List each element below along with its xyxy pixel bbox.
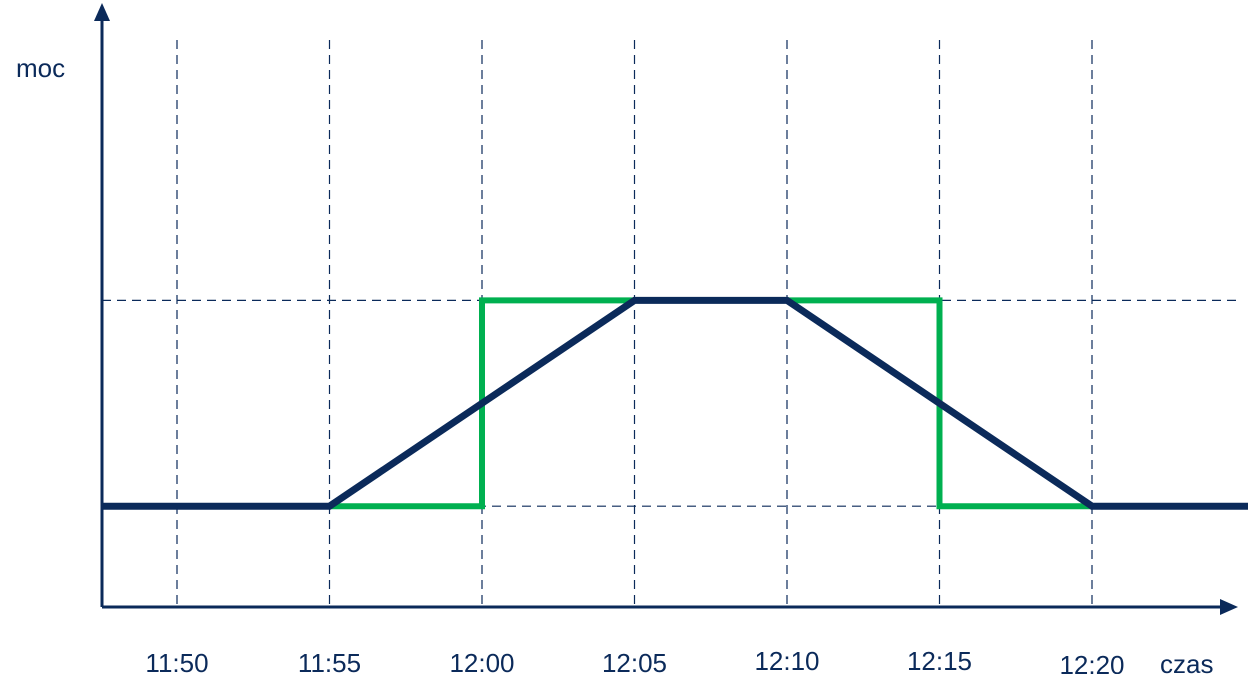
step-series-line [329,297,1092,510]
y-axis-label: moc [16,53,65,83]
y-axis-arrow [94,3,110,21]
grid-lines [102,40,1240,607]
x-axis-arrow [1220,599,1238,615]
ramp-series-line [100,296,1248,510]
x-axis-label: czas [1160,649,1213,674]
x-tick-label: 12:10 [754,646,819,674]
x-tick-labels: 11:50 11:55 12:00 12:05 12:10 12:15 12:20 [145,646,1124,674]
x-tick-label: 12:00 [449,648,514,674]
x-tick-label: 12:20 [1059,650,1124,674]
series-lines [100,296,1248,510]
x-tick-label: 12:15 [907,646,972,674]
x-tick-label: 12:05 [602,648,667,674]
axes [94,3,1238,615]
x-tick-label: 11:55 [298,648,361,674]
x-tick-label: 11:50 [145,648,208,674]
